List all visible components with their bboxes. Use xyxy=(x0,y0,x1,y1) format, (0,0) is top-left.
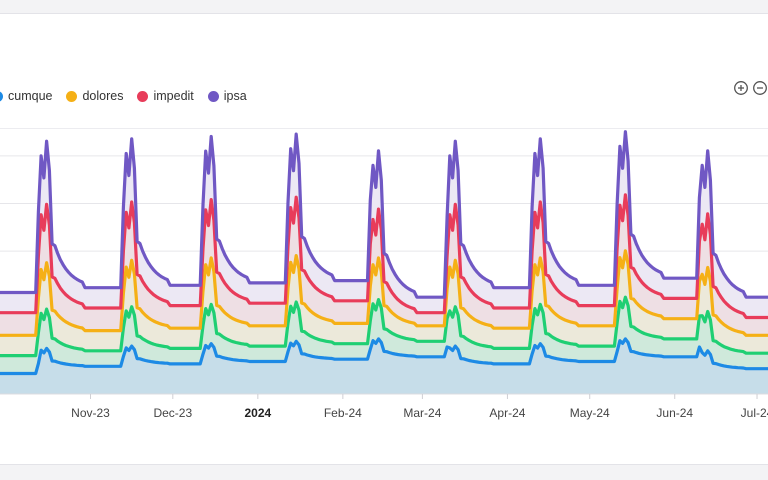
legend-label-cumque: cumque xyxy=(8,89,53,103)
x-axis: Nov-23 Dec-23 2024 Feb-24 Mar-24 Apr-24 May-24… xyxy=(0,393,768,420)
x-tick-label: Jul-24 xyxy=(741,406,768,420)
x-tick-label: May-24 xyxy=(570,406,610,420)
x-tick-label: Mar-24 xyxy=(403,406,441,420)
series-lines xyxy=(0,130,768,376)
legend-item-ipsa[interactable]: ipsa xyxy=(207,89,247,103)
zoom-in-icon[interactable] xyxy=(733,80,749,96)
chart-card: cumque dolores impedit ipsa Nov-23 Dec-23… xyxy=(0,13,768,465)
legend-label-impedit: impedit xyxy=(153,89,194,103)
series-line-dolores[interactable] xyxy=(0,249,768,337)
x-tick-label: Dec-23 xyxy=(153,406,192,420)
x-tick-label: Jun-24 xyxy=(656,406,693,420)
series-line-impedit[interactable] xyxy=(0,193,768,320)
legend-item-impedit[interactable]: impedit xyxy=(137,89,194,103)
series-line-ipsa[interactable] xyxy=(0,130,768,299)
legend-swatch-dolores xyxy=(66,90,78,102)
legend-label-dolores: dolores xyxy=(82,89,124,103)
legend-item-dolores[interactable]: dolores xyxy=(66,89,123,103)
legend-swatch-cumque xyxy=(0,90,3,102)
legend-item-cumque[interactable]: cumque xyxy=(0,89,52,103)
series-area-impedit xyxy=(0,194,768,336)
series-line-dolores[interactable] xyxy=(0,295,768,358)
legend-swatch-ipsa xyxy=(207,90,219,102)
x-tick-label: Apr-24 xyxy=(489,406,525,420)
legend-swatch-impedit xyxy=(137,90,149,102)
zoom-out-icon[interactable] xyxy=(752,80,768,96)
x-tick-label: Nov-23 xyxy=(71,406,110,420)
legend-divider xyxy=(0,128,768,129)
x-tick-label: Feb-24 xyxy=(324,406,362,420)
legend-label-ipsa: ipsa xyxy=(223,89,247,103)
series-area-dolores xyxy=(0,297,768,374)
chart-legend: cumque dolores impedit ipsa xyxy=(0,86,247,106)
chart-plot: Nov-23 Dec-23 2024 Feb-24 Mar-24 Apr-24 May-24… xyxy=(0,130,768,420)
series-line-cumque[interactable] xyxy=(0,337,768,376)
x-tick-label: 2024 xyxy=(244,406,271,420)
series-area-cumque xyxy=(0,338,768,394)
